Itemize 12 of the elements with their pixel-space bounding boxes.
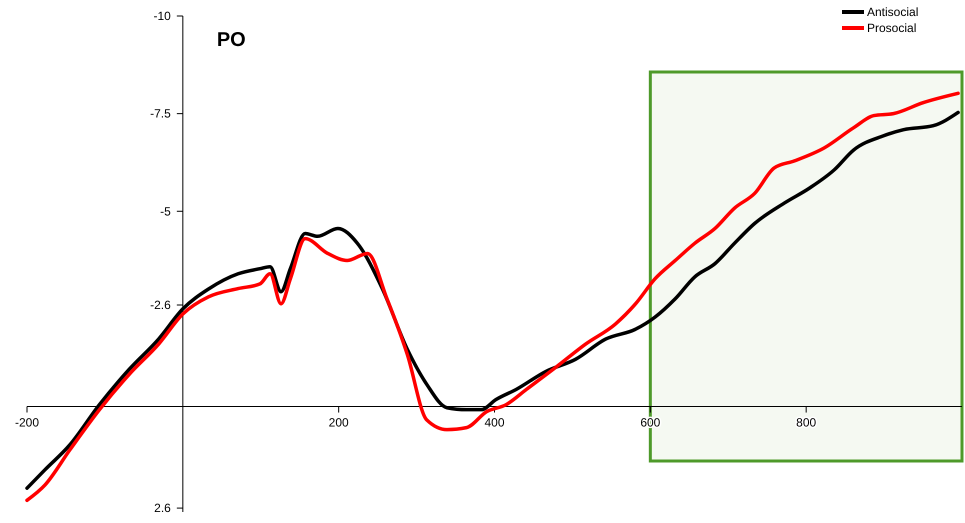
y-tick-label: -2.6 bbox=[150, 298, 172, 312]
x-tick-label: 400 bbox=[484, 416, 505, 430]
y-tick-label: -5 bbox=[160, 204, 172, 218]
y-tick-label: -10 bbox=[153, 9, 172, 23]
legend-label: Antisocial bbox=[867, 5, 918, 19]
text: PO bbox=[216, 29, 246, 51]
x-tick-label: -200 bbox=[14, 416, 40, 430]
x-tick-label: 200 bbox=[328, 416, 349, 430]
x-tick-label: 800 bbox=[796, 416, 816, 430]
y-tick-label: -7.5 bbox=[150, 106, 172, 121]
legend-label: Prosocial bbox=[867, 21, 916, 35]
y-tick-label: 2.6 bbox=[154, 501, 172, 516]
